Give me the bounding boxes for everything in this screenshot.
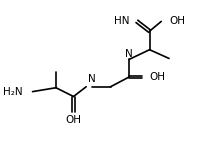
Text: OH: OH — [169, 16, 185, 26]
Text: N: N — [88, 74, 96, 84]
Text: N: N — [125, 49, 133, 59]
Text: OH: OH — [65, 115, 81, 125]
Text: OH: OH — [150, 72, 166, 82]
Text: HN: HN — [114, 16, 129, 26]
Text: H₂N: H₂N — [3, 87, 23, 97]
